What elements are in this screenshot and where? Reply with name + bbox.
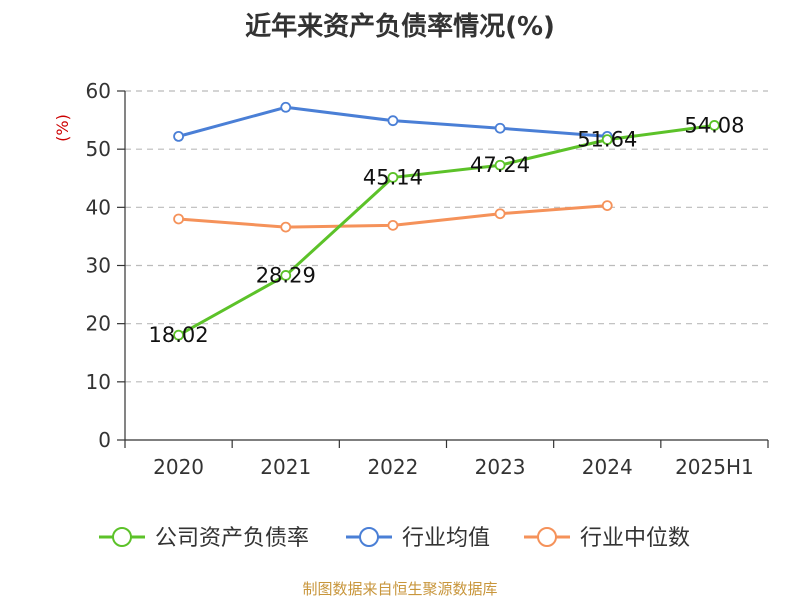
data-label: 45.14: [363, 165, 423, 189]
data-point: [494, 159, 506, 171]
x-tick-label: 2020: [153, 455, 204, 479]
legend-marker-2: [537, 527, 557, 547]
grid-lines: [125, 90, 768, 383]
data-labels: 18.02 28.29 45.14 47.24 51.64 54.08: [149, 113, 745, 347]
x-tick-label: 2024: [582, 455, 633, 479]
legend-label-2: 行业中位数: [580, 526, 690, 551]
data-point: [494, 122, 506, 134]
chart-title: 近年来资产负债率情况(%): [245, 12, 555, 42]
data-label: 54.08: [684, 113, 744, 137]
data-point: [173, 329, 184, 341]
y-tick-label: 30: [86, 254, 111, 278]
y-tick-label: 0: [98, 428, 111, 452]
data-label: 18.02: [149, 323, 209, 347]
y-tick-label: 50: [86, 137, 111, 161]
data-label: 28.29: [256, 263, 316, 287]
legend: 公司资产负债率 行业均值 行业中位数: [99, 526, 690, 551]
series-lines: [173, 101, 720, 341]
data-point: [280, 221, 292, 233]
axes: 0 10 20 30 40 50 60 2020 2021 2022 2023 2024 2025H1: [86, 79, 769, 479]
legend-marker-0: [112, 527, 132, 547]
data-point: [387, 115, 399, 127]
data-point: [387, 172, 399, 183]
data-label: 51.64: [577, 128, 637, 152]
data-point: [494, 208, 506, 220]
y-tick-label: 60: [86, 79, 111, 103]
x-tick-label: 2023: [475, 455, 526, 479]
y-tick-label: 10: [86, 370, 111, 394]
data-point: [173, 130, 184, 142]
data-point: [173, 213, 184, 225]
series-line-0: [177, 123, 715, 337]
x-tick-label: 2022: [367, 455, 418, 479]
source-note: 制图数据来自恒生聚源数据库: [302, 580, 498, 598]
y-unit-label: (%): [53, 114, 72, 142]
data-point: [280, 270, 292, 281]
data-point: [601, 200, 613, 211]
legend-label-0: 公司资产负债率: [155, 526, 309, 551]
data-point: [709, 120, 720, 131]
data-point: [601, 134, 613, 146]
legend-label-1: 行业均值: [402, 526, 490, 551]
data-point: [387, 219, 399, 231]
y-tick-label: 20: [86, 312, 111, 336]
legend-marker-1: [359, 527, 379, 547]
x-tick-label: 2021: [260, 455, 311, 479]
data-label: 47.24: [470, 153, 530, 177]
x-tick-label: 2025H1: [675, 455, 754, 479]
y-tick-label: 40: [86, 195, 111, 219]
data-point: [280, 101, 292, 113]
